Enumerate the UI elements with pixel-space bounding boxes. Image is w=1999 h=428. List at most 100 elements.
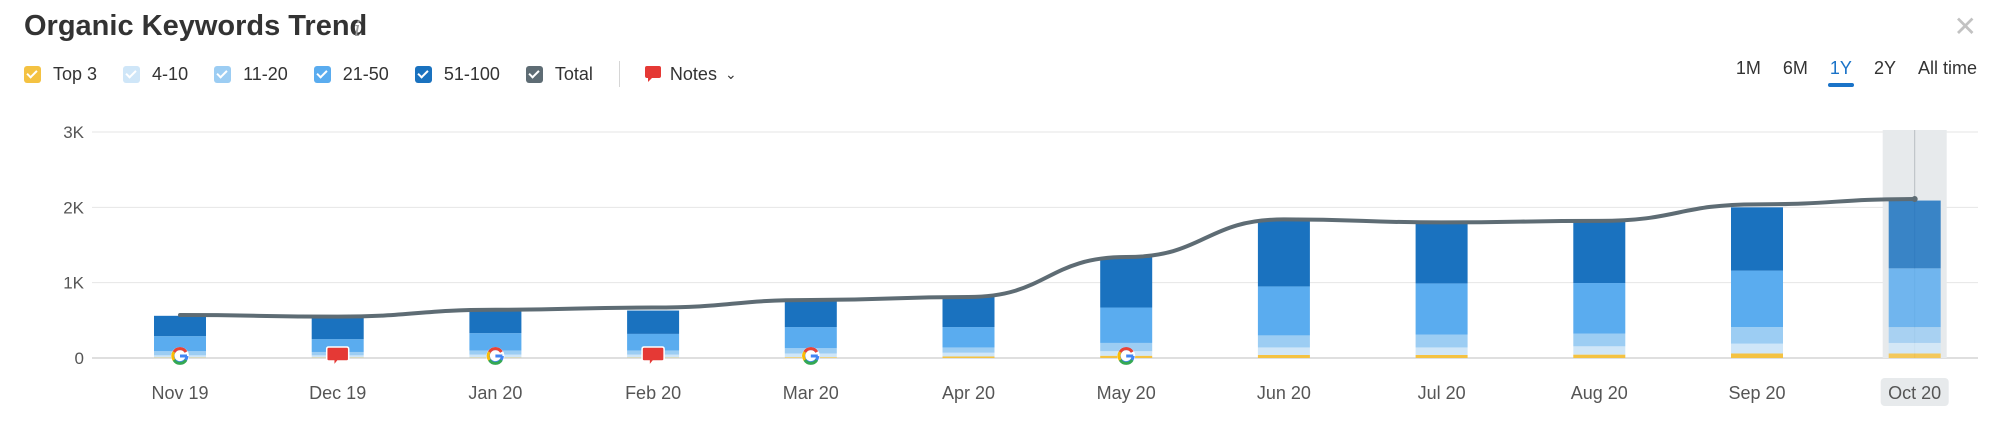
bar-segment: [1415, 283, 1468, 335]
bar-segment: [1415, 222, 1468, 284]
bar-segment: [1731, 353, 1783, 358]
range-1m[interactable]: 1M: [1735, 58, 1761, 78]
bar-segment: [1731, 270, 1783, 328]
x-tick-label: Feb 20: [625, 383, 681, 403]
bar-segment: [942, 352, 995, 357]
bar-segment: [469, 333, 522, 351]
bar-segment: [1731, 327, 1783, 344]
notes-dropdown[interactable]: Notes ⌄: [644, 64, 737, 85]
bar-segment: [1257, 354, 1310, 358]
google-icon: [486, 347, 505, 365]
bar-segment: [1731, 343, 1783, 354]
x-tick-label: Apr 20: [942, 383, 995, 403]
x-tick-label: Oct 20: [1888, 383, 1941, 403]
bar-segment: [627, 333, 680, 351]
checkbox-icon[interactable]: [24, 65, 41, 83]
x-tick-label: Aug 20: [1571, 383, 1628, 403]
bar-segment: [1257, 286, 1310, 336]
google-icon: [171, 347, 189, 365]
x-tick-label: Sep 20: [1728, 383, 1785, 403]
total-line: [178, 197, 1917, 319]
y-tick-label: 3K: [63, 123, 84, 142]
google-icon: [1117, 347, 1136, 365]
x-tick-label: Mar 20: [783, 383, 839, 403]
legend-item-top3[interactable]: Top 3: [24, 64, 97, 85]
legend-label: 4-10: [152, 63, 189, 84]
range-all-time[interactable]: All time: [1917, 58, 1977, 78]
bar-segment: [1573, 354, 1626, 358]
y-tick-label: 2K: [63, 198, 84, 217]
bar-segment: [1100, 257, 1153, 308]
checkbox-icon[interactable]: [414, 65, 432, 83]
note-marker-icon: [325, 346, 350, 369]
x-tick-label: Jan 20: [468, 383, 522, 403]
range-2y[interactable]: 2Y: [1873, 58, 1896, 78]
bar-segment: [1888, 200, 1941, 269]
bar-segment: [1888, 353, 1941, 358]
bar-segment: [1257, 347, 1310, 355]
bar-segment: [942, 296, 995, 328]
bar-segment: [1888, 327, 1941, 343]
bar-segment: [1415, 347, 1468, 355]
legend-label: Total: [554, 63, 593, 84]
range-6m[interactable]: 6M: [1782, 58, 1808, 78]
bar-segment: [1731, 207, 1783, 271]
bar-segment: [1415, 354, 1468, 358]
note-icon: [644, 66, 661, 82]
legend-item-51-100[interactable]: 51-100: [414, 63, 500, 85]
legend-item-21-50[interactable]: 21-50: [313, 63, 389, 85]
y-tick-label: 0: [75, 349, 84, 368]
checkbox-icon[interactable]: [214, 65, 232, 83]
bar-segment: [1257, 335, 1310, 348]
legend-item-4-10[interactable]: 4-10: [123, 64, 188, 85]
bar-segment: [1888, 268, 1941, 328]
bar-segment: [1100, 307, 1153, 343]
notes-label: Notes: [669, 63, 717, 84]
bar-segment: [784, 327, 837, 349]
checkbox-icon[interactable]: [525, 65, 543, 83]
range-1y[interactable]: 1Y: [1827, 58, 1854, 87]
bar-segment: [1573, 283, 1626, 334]
x-tick-label: Jul 20: [1418, 383, 1466, 403]
y-tick-label: 1K: [63, 274, 84, 293]
legend-label: 21-50: [342, 63, 389, 84]
bar-segment: [311, 316, 364, 340]
checkbox-icon[interactable]: [123, 65, 141, 83]
bar-segment: [154, 315, 206, 337]
bar-segment: [469, 310, 522, 334]
bar-segment: [1573, 220, 1626, 284]
bar-segment: [1415, 334, 1468, 348]
bar-segment: [1888, 342, 1941, 354]
x-tick-label: May 20: [1097, 383, 1156, 403]
legend-label: 51-100: [443, 63, 500, 84]
bar-segment: [311, 339, 364, 352]
google-icon: [801, 347, 820, 365]
range-selector: 1M 6M 1Y 2Y All time: [1714, 58, 1977, 87]
legend-label: 11-20: [243, 63, 288, 84]
checkbox-icon[interactable]: [313, 65, 331, 83]
x-tick-label: Nov 19: [151, 383, 208, 403]
bar-segment: [1573, 333, 1626, 347]
bar-segment: [942, 327, 995, 348]
bar-segment: [1257, 219, 1310, 287]
close-icon[interactable]: ✕: [1953, 11, 1977, 42]
bar-segment: [942, 356, 995, 358]
bar-segment: [1573, 346, 1626, 355]
chevron-down-icon: ⌄: [724, 65, 737, 82]
keywords-chart: 0 1K 2K 3K Nov 19 Dec 19 Jan 20 Feb 20 Mar 20 Ap…: [63, 123, 1978, 406]
legend: Top 3 4-10 11-20 21-50 51-100 Total Note…: [24, 60, 737, 88]
legend-item-total[interactable]: Total: [525, 63, 593, 85]
note-marker-icon: [641, 346, 665, 369]
bar-segment: [627, 310, 680, 334]
bar-segment: [942, 347, 995, 353]
legend-item-11-20[interactable]: 11-20: [214, 64, 288, 85]
info-icon[interactable]: i: [354, 17, 361, 41]
legend-divider: [618, 61, 620, 87]
x-tick-label: Jun 20: [1257, 383, 1311, 403]
page-title: Organic Keywords Trend: [24, 10, 368, 42]
x-label-highlight: [1880, 378, 1949, 406]
x-tick-label: Dec 19: [309, 383, 366, 403]
bar-segment: [154, 336, 206, 352]
bar-segment: [784, 299, 837, 328]
total-point: [1911, 196, 1918, 203]
